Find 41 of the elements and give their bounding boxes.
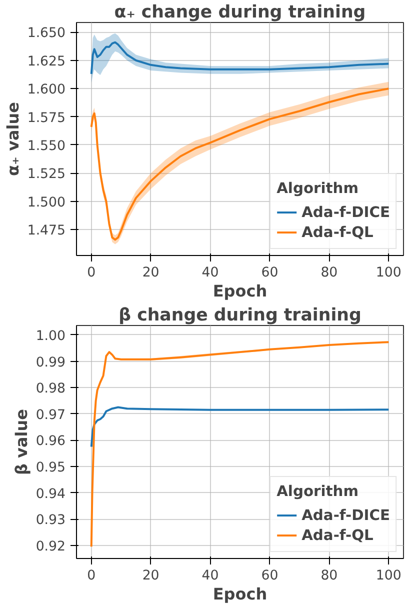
y-tick-label: 1.550 xyxy=(27,138,66,154)
y-tick-label: 1.500 xyxy=(27,195,66,210)
y-tick-label: 1.00 xyxy=(36,328,66,344)
legend-label: Ada-f-QL xyxy=(302,526,374,544)
x-tick-label: 80 xyxy=(320,266,338,280)
x-axis-title: Epoch xyxy=(212,584,268,604)
legend-label: Ada-f-DICE xyxy=(302,506,390,524)
y-tick-label: 1.525 xyxy=(27,167,66,182)
legend-label: Ada-f-QL xyxy=(302,224,374,240)
legend-label: Ada-f-DICE xyxy=(302,204,390,220)
y-tick-label: 1.650 xyxy=(27,26,66,42)
y-tick-label: 0.92 xyxy=(36,539,66,554)
y-axis-title: α₊ value xyxy=(3,102,22,176)
y-tick-label: 0.98 xyxy=(36,382,66,397)
x-tick-label: 60 xyxy=(261,266,278,280)
y-tick-label: 1.575 xyxy=(27,110,66,126)
legend-title: Algorithm xyxy=(276,180,360,197)
x-tick-label: 60 xyxy=(261,568,278,584)
x-tick-label: 80 xyxy=(320,568,338,584)
x-tick-label: 100 xyxy=(376,266,402,280)
y-tick-label: 0.94 xyxy=(36,486,66,502)
chart-title: β change during training xyxy=(118,306,362,326)
x-tick-label: 100 xyxy=(376,568,402,584)
x-tick-label: 40 xyxy=(202,266,219,280)
y-tick-label: 0.99 xyxy=(36,355,66,370)
x-tick-label: 20 xyxy=(142,568,160,584)
x-tick-label: 20 xyxy=(142,266,160,280)
y-tick-label: 1.600 xyxy=(27,82,66,98)
y-tick-label: 1.625 xyxy=(27,54,66,70)
x-axis-title: Epoch xyxy=(212,282,268,300)
x-tick-label: 0 xyxy=(87,266,96,280)
chart-title: α₊ change during training xyxy=(114,2,366,22)
legend-title: Algorithm xyxy=(276,483,360,500)
y-tick-label: 0.97 xyxy=(36,408,66,423)
y-tick-label: 0.95 xyxy=(36,460,66,476)
y-tick-label: 0.93 xyxy=(36,513,66,528)
y-axis-title: β value xyxy=(12,408,31,475)
x-tick-label: 0 xyxy=(87,568,96,584)
y-tick-label: 0.96 xyxy=(36,434,66,450)
y-tick-label: 1.475 xyxy=(27,224,66,239)
x-tick-label: 40 xyxy=(202,568,219,584)
